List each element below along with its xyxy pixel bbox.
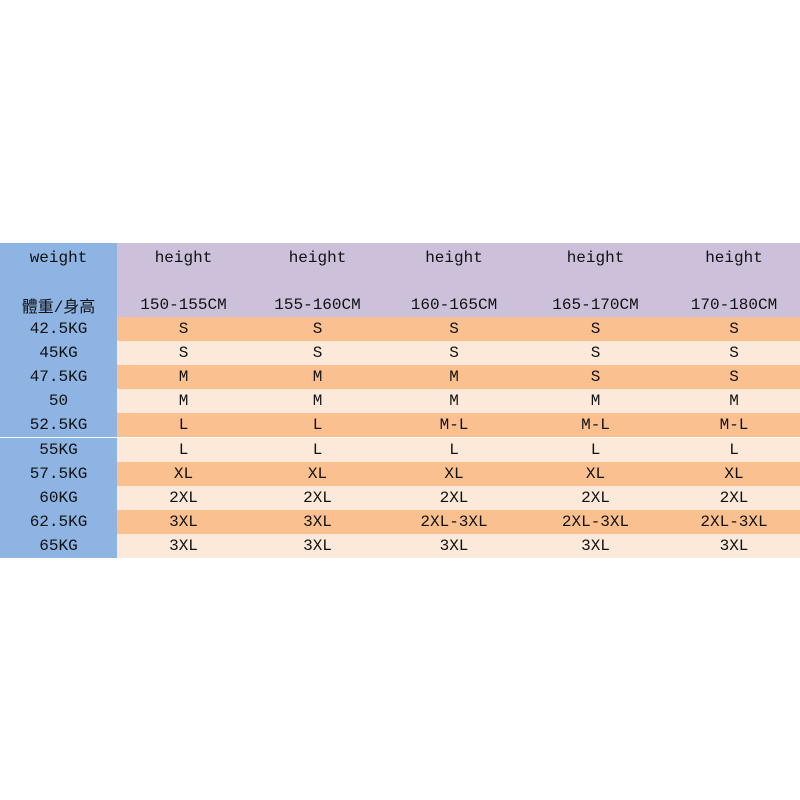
size-cell: 3XL: [385, 533, 523, 558]
size-cell: S: [523, 341, 668, 366]
size-cell: L: [250, 437, 385, 462]
size-cell: S: [250, 317, 385, 342]
weight-cell: 62.5KG: [0, 509, 117, 534]
size-cell: L: [117, 413, 250, 438]
size-cell: M: [117, 365, 250, 390]
size-cell: S: [668, 317, 800, 342]
weight-cell: 60KG: [0, 485, 117, 510]
size-cell: 3XL: [250, 533, 385, 558]
size-cell: XL: [250, 461, 385, 486]
size-cell: S: [385, 341, 523, 366]
height-range: 160-165CM: [385, 293, 523, 317]
height-header: height: [250, 243, 385, 273]
size-cell: S: [250, 341, 385, 366]
size-cell: XL: [385, 461, 523, 486]
height-header-fill: [523, 273, 668, 293]
size-cell: M: [385, 365, 523, 390]
height-header-fill: [117, 273, 250, 293]
size-cell: M-L: [385, 413, 523, 438]
size-cell: M: [523, 389, 668, 414]
size-cell: 3XL: [117, 533, 250, 558]
height-range: 170-180CM: [668, 293, 800, 317]
weight-cell: 47.5KG: [0, 365, 117, 390]
size-cell: 3XL: [250, 509, 385, 534]
size-cell: S: [668, 341, 800, 366]
size-cell: S: [385, 317, 523, 342]
size-cell: 3XL: [668, 533, 800, 558]
weight-cell: 42.5KG: [0, 317, 117, 342]
height-header-fill: [250, 273, 385, 293]
size-cell: 2XL-3XL: [668, 509, 800, 534]
size-cell: M-L: [523, 413, 668, 438]
height-header-fill: [668, 273, 800, 293]
size-cell: XL: [117, 461, 250, 486]
weight-header-fill: [0, 273, 117, 293]
size-table: weight 體重/身高 height 150-155CM height 155-160C…: [0, 243, 800, 558]
weight-cell: 65KG: [0, 533, 117, 558]
size-cell: S: [523, 317, 668, 342]
height-range: 150-155CM: [117, 293, 250, 317]
weight-cell: 45KG: [0, 341, 117, 366]
height-header: height: [385, 243, 523, 273]
weight-cell: 50: [0, 389, 117, 414]
size-cell: L: [385, 437, 523, 462]
weight-header: weight: [0, 243, 117, 273]
size-cell: 3XL: [117, 509, 250, 534]
height-header: height: [117, 243, 250, 273]
height-header: height: [523, 243, 668, 273]
size-cell: S: [117, 341, 250, 366]
size-cell: 2XL: [523, 485, 668, 510]
size-cell: S: [117, 317, 250, 342]
size-cell: 3XL: [523, 533, 668, 558]
size-cell: L: [668, 437, 800, 462]
size-cell: 2XL: [385, 485, 523, 510]
size-cell: L: [523, 437, 668, 462]
height-range: 165-170CM: [523, 293, 668, 317]
size-cell: S: [668, 365, 800, 390]
size-cell: L: [250, 413, 385, 438]
weight-cell: 57.5KG: [0, 461, 117, 486]
size-cell: 2XL: [250, 485, 385, 510]
size-cell: M-L: [668, 413, 800, 438]
size-cell: L: [117, 437, 250, 462]
size-cell: S: [523, 365, 668, 390]
size-cell: M: [250, 389, 385, 414]
weight-cell: 52.5KG: [0, 413, 117, 438]
size-cell: 2XL-3XL: [385, 509, 523, 534]
size-cell: M: [117, 389, 250, 414]
height-range: 155-160CM: [250, 293, 385, 317]
size-cell: 2XL: [668, 485, 800, 510]
height-header: height: [668, 243, 800, 273]
size-cell: XL: [668, 461, 800, 486]
weight-cell: 55KG: [0, 437, 117, 462]
size-cell: M: [250, 365, 385, 390]
size-cell: M: [385, 389, 523, 414]
size-cell: M: [668, 389, 800, 414]
size-cell: 2XL: [117, 485, 250, 510]
weight-sub-header: 體重/身高: [0, 293, 117, 317]
size-cell: XL: [523, 461, 668, 486]
size-cell: 2XL-3XL: [523, 509, 668, 534]
height-header-fill: [385, 273, 523, 293]
